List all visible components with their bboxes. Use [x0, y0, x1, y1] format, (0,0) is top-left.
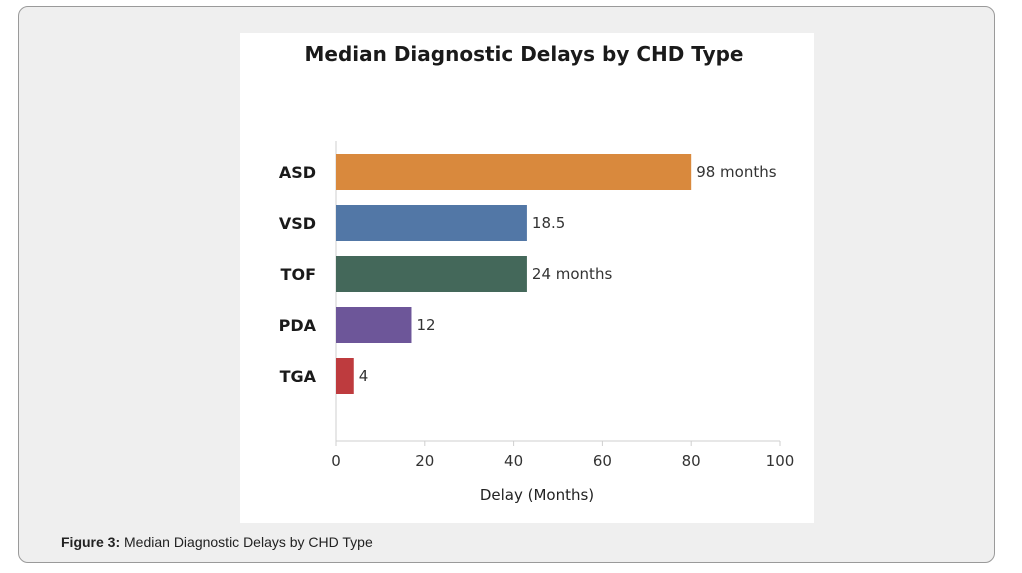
bar-tof: [336, 256, 527, 292]
bar-tga: [336, 358, 354, 394]
category-label-vsd: VSD: [279, 214, 316, 233]
bar-asd: [336, 154, 692, 190]
x-axis-label: Delay (Months): [480, 486, 594, 504]
category-label-tof: TOF: [281, 265, 316, 284]
chart-title: Median Diagnostic Delays by CHD Type: [304, 42, 743, 66]
caption-text: Median Diagnostic Delays by CHD Type: [120, 534, 373, 550]
bar-chart: Median Diagnostic Delays by CHD Type ASD…: [279, 42, 795, 504]
category-label-tga: TGA: [280, 367, 317, 386]
data-label-asd: 98 months: [696, 163, 777, 181]
x-tick-label-60: 60: [593, 452, 612, 470]
figure-frame: Median Diagnostic Delays by CHD Type ASD…: [18, 6, 995, 563]
bars-group: ASD 98 months VSD 18.5 TOF 24 months PDA 12 TGA 4: [279, 154, 777, 394]
x-ticks-group: 0 20 40 60 80 100: [331, 441, 794, 470]
x-tick-label-40: 40: [504, 452, 523, 470]
x-tick-label-0: 0: [331, 452, 341, 470]
bar-pda: [336, 307, 412, 343]
data-label-tof: 24 months: [532, 265, 613, 283]
category-label-pda: PDA: [279, 316, 317, 335]
data-label-tga: 4: [359, 367, 369, 385]
x-tick-label-20: 20: [415, 452, 434, 470]
figure-caption: Figure 3: Median Diagnostic Delays by CH…: [61, 534, 373, 550]
data-label-vsd: 18.5: [532, 214, 565, 232]
category-label-asd: ASD: [279, 163, 316, 182]
bar-vsd: [336, 205, 527, 241]
x-tick-label-80: 80: [682, 452, 701, 470]
chart-panel: Median Diagnostic Delays by CHD Type ASD…: [240, 33, 814, 523]
x-tick-label-100: 100: [766, 452, 795, 470]
data-label-pda: 12: [416, 316, 435, 334]
caption-label: Figure 3:: [61, 534, 121, 550]
